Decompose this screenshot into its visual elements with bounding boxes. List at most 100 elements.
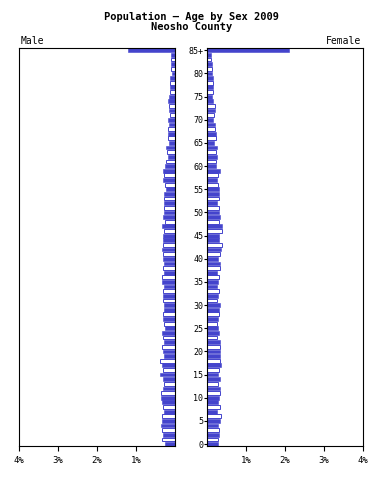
Bar (207, 72, 212, 75)
Text: Neosho County: Neosho County (151, 22, 233, 32)
Bar (207, 266, 220, 270)
Bar (163, 289, 175, 293)
Bar (169, 95, 175, 98)
Bar (207, 81, 213, 84)
Bar (207, 442, 218, 446)
Bar (168, 155, 175, 159)
Bar (207, 58, 211, 61)
Bar (207, 340, 220, 344)
Bar (167, 136, 175, 140)
Bar (169, 141, 175, 145)
Bar (163, 317, 175, 321)
Bar (207, 141, 214, 145)
Bar (207, 382, 218, 386)
Bar (207, 99, 213, 103)
Bar (163, 243, 175, 247)
Bar (164, 442, 175, 446)
Bar (207, 363, 221, 367)
Bar (161, 372, 175, 376)
Bar (207, 308, 219, 312)
Bar (207, 257, 218, 261)
Bar (161, 424, 175, 428)
Bar (207, 164, 217, 168)
Bar (162, 331, 175, 335)
Bar (164, 192, 175, 196)
Bar (207, 336, 217, 339)
Bar (170, 85, 175, 89)
Bar (207, 132, 216, 136)
Bar (207, 76, 213, 80)
Bar (207, 322, 217, 325)
Bar (207, 62, 212, 66)
Bar (207, 146, 217, 149)
Bar (207, 424, 218, 428)
Bar (207, 303, 220, 307)
Bar (165, 326, 175, 330)
Bar (163, 257, 175, 261)
Bar (164, 271, 175, 275)
Bar (207, 150, 217, 154)
Bar (207, 108, 215, 112)
Bar (168, 127, 175, 131)
Bar (170, 81, 175, 84)
Bar (163, 433, 175, 437)
Bar (207, 248, 221, 252)
Bar (128, 48, 175, 52)
Text: Female: Female (326, 36, 361, 46)
Bar (207, 243, 222, 247)
Bar (170, 90, 175, 94)
Bar (207, 104, 215, 108)
Bar (164, 354, 175, 358)
Bar (160, 359, 175, 362)
Bar (165, 220, 175, 224)
Bar (162, 428, 175, 432)
Bar (207, 299, 217, 302)
Bar (207, 276, 219, 279)
Bar (207, 326, 218, 330)
Bar (207, 359, 220, 362)
Bar (207, 396, 219, 400)
Bar (166, 146, 175, 149)
Bar (162, 280, 175, 284)
Bar (207, 192, 219, 196)
Bar (207, 229, 222, 233)
Bar (164, 285, 175, 288)
Bar (207, 377, 220, 381)
Bar (207, 331, 219, 335)
Bar (207, 252, 220, 256)
Bar (169, 99, 175, 103)
Bar (163, 405, 175, 409)
Bar (207, 419, 220, 423)
Bar (164, 410, 175, 414)
Bar (166, 187, 175, 191)
Bar (163, 299, 175, 302)
Bar (207, 118, 214, 122)
Bar (167, 150, 175, 154)
Bar (207, 271, 217, 275)
Bar (163, 266, 175, 270)
Bar (164, 303, 175, 307)
Bar (207, 206, 219, 210)
Bar (207, 433, 218, 437)
Bar (162, 345, 175, 348)
Bar (207, 354, 220, 358)
Bar (207, 368, 219, 372)
Bar (169, 122, 175, 126)
Bar (171, 53, 175, 57)
Bar (164, 173, 175, 177)
Bar (207, 173, 218, 177)
Bar (207, 349, 220, 353)
Bar (169, 108, 175, 112)
Bar (162, 363, 175, 367)
Bar (169, 113, 175, 117)
Bar (207, 211, 219, 215)
Bar (207, 285, 217, 288)
Bar (163, 215, 175, 219)
Bar (207, 372, 218, 376)
Bar (164, 308, 175, 312)
Bar (207, 159, 216, 163)
Bar (163, 239, 175, 242)
Bar (163, 169, 175, 173)
Bar (207, 136, 215, 140)
Bar (207, 414, 221, 418)
